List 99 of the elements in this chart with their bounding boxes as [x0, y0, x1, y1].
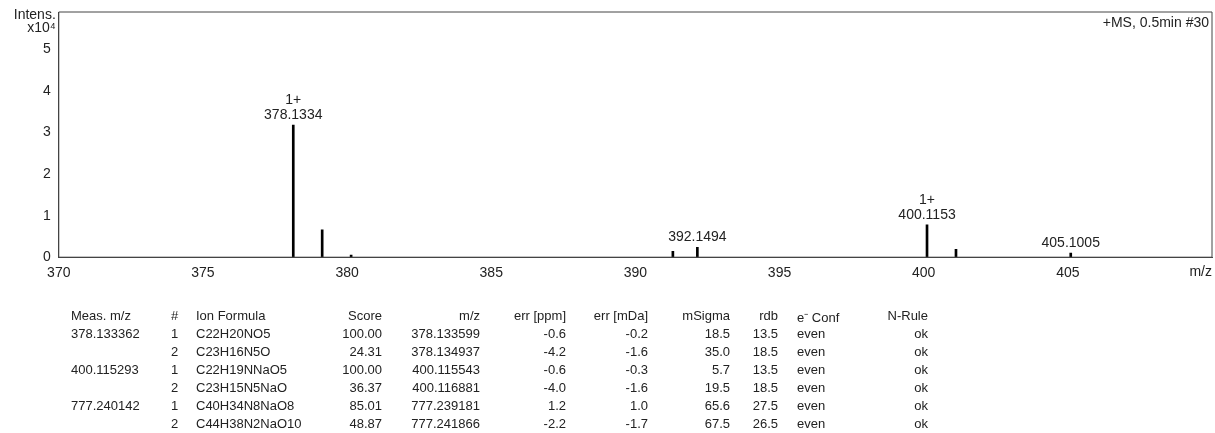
- text: ok: [914, 416, 928, 431]
- text: mSigma: [682, 308, 730, 323]
- text: 2: [171, 416, 179, 431]
- text: 27.5: [752, 398, 778, 413]
- text: -0.3: [625, 362, 648, 377]
- text: 2: [171, 380, 179, 395]
- text: C22H20NO5: [196, 326, 271, 341]
- text: even: [797, 416, 826, 431]
- text: Meas. m/z: [71, 308, 131, 323]
- text: 378.133599: [411, 326, 480, 341]
- text: ok: [914, 344, 928, 359]
- text: 1: [171, 362, 179, 377]
- x-tick-label: 400: [912, 264, 936, 281]
- text: -4.2: [543, 344, 566, 359]
- chart-title: +MS, 0.5min #30: [1102, 13, 1210, 30]
- annotation: 392.1494: [668, 228, 727, 245]
- text: 100.00: [342, 362, 382, 377]
- text: Ion Formula: [196, 308, 266, 323]
- text: 19.5: [704, 380, 730, 395]
- y-tick-label: 5: [42, 40, 51, 57]
- x-tick-label: 385: [479, 264, 504, 281]
- text: even: [797, 326, 826, 341]
- text: -4.0: [543, 380, 566, 395]
- annotation: 1+ 400.1153: [898, 190, 956, 222]
- text: -0.6: [543, 326, 566, 341]
- text: 1: [171, 326, 179, 341]
- text: -1.6: [625, 380, 648, 395]
- text: 18.5: [752, 380, 778, 395]
- text: ok: [914, 380, 928, 395]
- text: e⁻ Conf: [797, 309, 840, 326]
- text: 1: [171, 398, 179, 413]
- y-tick-label: 2: [42, 164, 51, 181]
- text: C40H34N8NaO8: [196, 398, 295, 413]
- y-tick-label: 0: [42, 248, 51, 265]
- text: ok: [914, 362, 928, 377]
- text: C23H16N5O: [196, 344, 271, 359]
- x-tick-label: 405: [1056, 264, 1080, 281]
- y-tick-label: 3: [42, 123, 51, 140]
- text: even: [797, 344, 826, 359]
- text: 400.115543: [412, 362, 480, 377]
- text: #: [171, 308, 179, 323]
- x-tick-label: 390: [623, 264, 648, 281]
- text: 13.5: [752, 362, 778, 377]
- text: err [mDa]: [593, 308, 648, 323]
- x-tick-label: 395: [767, 264, 792, 281]
- x-tick-label: 370: [47, 264, 71, 281]
- text: 36.37: [349, 380, 382, 395]
- x-tick-label: 380: [335, 264, 359, 281]
- text: 400.115293: [71, 362, 139, 377]
- bar: [291, 124, 295, 258]
- text: 777.240142: [71, 398, 140, 413]
- text: 378.134937: [411, 344, 480, 359]
- bar: [320, 229, 324, 258]
- text: 400.116881: [412, 380, 480, 395]
- text: -2.2: [543, 416, 566, 431]
- text: 378.133362: [71, 326, 140, 341]
- bar: [1069, 252, 1073, 258]
- text: -0.6: [543, 362, 566, 377]
- text: 1.0: [629, 398, 648, 413]
- text: C23H15N5NaO: [196, 380, 288, 395]
- text: even: [797, 398, 826, 413]
- x-axis-title: m/z: [1189, 263, 1212, 280]
- text: 18.5: [752, 344, 778, 359]
- text: -0.2: [625, 326, 648, 341]
- text: 13.5: [752, 326, 778, 341]
- text: Score: [348, 308, 382, 323]
- text: 777.239181: [411, 398, 480, 413]
- x-tick-label: 375: [191, 264, 215, 281]
- annotation: 405.1005: [1041, 233, 1101, 250]
- text: 1.2: [547, 398, 566, 413]
- text: ok: [914, 398, 928, 413]
- text: 2: [171, 344, 179, 359]
- text: -1.7: [625, 416, 648, 431]
- text: m/z: [459, 308, 480, 323]
- text: 18.5: [704, 326, 730, 341]
- y-axis-title: Intens. x10⁴: [13, 5, 56, 35]
- text: even: [797, 362, 826, 377]
- text: 85.01: [349, 398, 382, 413]
- text: 777.241866: [411, 416, 480, 431]
- text: 26.5: [752, 416, 778, 431]
- text: C22H19NNaO5: [196, 362, 288, 377]
- y-tick-label: 1: [42, 206, 51, 223]
- text: 67.5: [704, 416, 730, 431]
- bar: [696, 246, 699, 258]
- text: ok: [914, 326, 928, 341]
- text: 48.87: [349, 416, 382, 431]
- y-tick-label: 4: [42, 81, 51, 98]
- text: C44H38N2NaO10: [196, 416, 302, 431]
- text: err [ppm]: [513, 308, 566, 323]
- annotation: 1+ 378.1334: [264, 90, 323, 122]
- text: -1.6: [625, 344, 648, 359]
- text: 100.00: [342, 326, 382, 341]
- text: 5.7: [711, 362, 730, 377]
- text: 65.6: [704, 398, 730, 413]
- text: rdb: [759, 308, 778, 323]
- text: 24.31: [349, 344, 382, 359]
- text: N-Rule: [887, 308, 928, 323]
- text: even: [797, 380, 826, 395]
- text: 35.0: [704, 344, 730, 359]
